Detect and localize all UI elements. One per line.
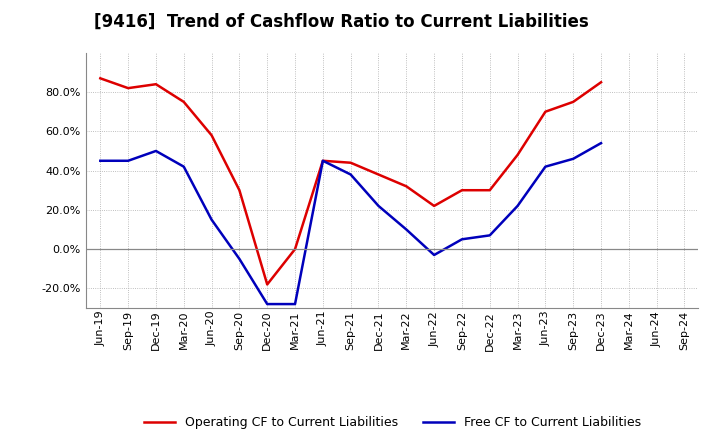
Operating CF to Current Liabilities <box>597 80 606 85</box>
Operating CF to Current Liabilities <box>179 99 188 105</box>
Operating CF to Current Liabilities <box>346 160 355 165</box>
Operating CF to Current Liabilities <box>96 76 104 81</box>
Free CF to Current Liabilities <box>430 253 438 258</box>
Free CF to Current Liabilities <box>179 164 188 169</box>
Free CF to Current Liabilities <box>96 158 104 163</box>
Free CF to Current Liabilities <box>346 172 355 177</box>
Free CF to Current Liabilities <box>541 164 550 169</box>
Operating CF to Current Liabilities <box>485 187 494 193</box>
Operating CF to Current Liabilities <box>291 246 300 252</box>
Operating CF to Current Liabilities <box>402 183 410 189</box>
Operating CF to Current Liabilities <box>458 187 467 193</box>
Operating CF to Current Liabilities <box>124 85 132 91</box>
Line: Operating CF to Current Liabilities: Operating CF to Current Liabilities <box>100 78 601 284</box>
Free CF to Current Liabilities <box>235 256 243 261</box>
Operating CF to Current Liabilities <box>318 158 327 163</box>
Line: Free CF to Current Liabilities: Free CF to Current Liabilities <box>100 143 601 304</box>
Operating CF to Current Liabilities <box>152 81 161 87</box>
Operating CF to Current Liabilities <box>430 203 438 209</box>
Free CF to Current Liabilities <box>152 148 161 154</box>
Operating CF to Current Liabilities <box>374 172 383 177</box>
Free CF to Current Liabilities <box>291 301 300 307</box>
Free CF to Current Liabilities <box>318 158 327 163</box>
Operating CF to Current Liabilities <box>513 152 522 158</box>
Legend: Operating CF to Current Liabilities, Free CF to Current Liabilities: Operating CF to Current Liabilities, Fre… <box>138 411 647 434</box>
Text: [9416]  Trend of Cashflow Ratio to Current Liabilities: [9416] Trend of Cashflow Ratio to Curren… <box>94 13 588 31</box>
Free CF to Current Liabilities <box>569 156 577 161</box>
Free CF to Current Liabilities <box>402 227 410 232</box>
Free CF to Current Liabilities <box>485 233 494 238</box>
Free CF to Current Liabilities <box>374 203 383 209</box>
Free CF to Current Liabilities <box>458 237 467 242</box>
Operating CF to Current Liabilities <box>541 109 550 114</box>
Operating CF to Current Liabilities <box>263 282 271 287</box>
Free CF to Current Liabilities <box>263 301 271 307</box>
Operating CF to Current Liabilities <box>569 99 577 105</box>
Operating CF to Current Liabilities <box>235 187 243 193</box>
Free CF to Current Liabilities <box>597 140 606 146</box>
Free CF to Current Liabilities <box>513 203 522 209</box>
Operating CF to Current Liabilities <box>207 132 216 138</box>
Free CF to Current Liabilities <box>124 158 132 163</box>
Free CF to Current Liabilities <box>207 217 216 222</box>
